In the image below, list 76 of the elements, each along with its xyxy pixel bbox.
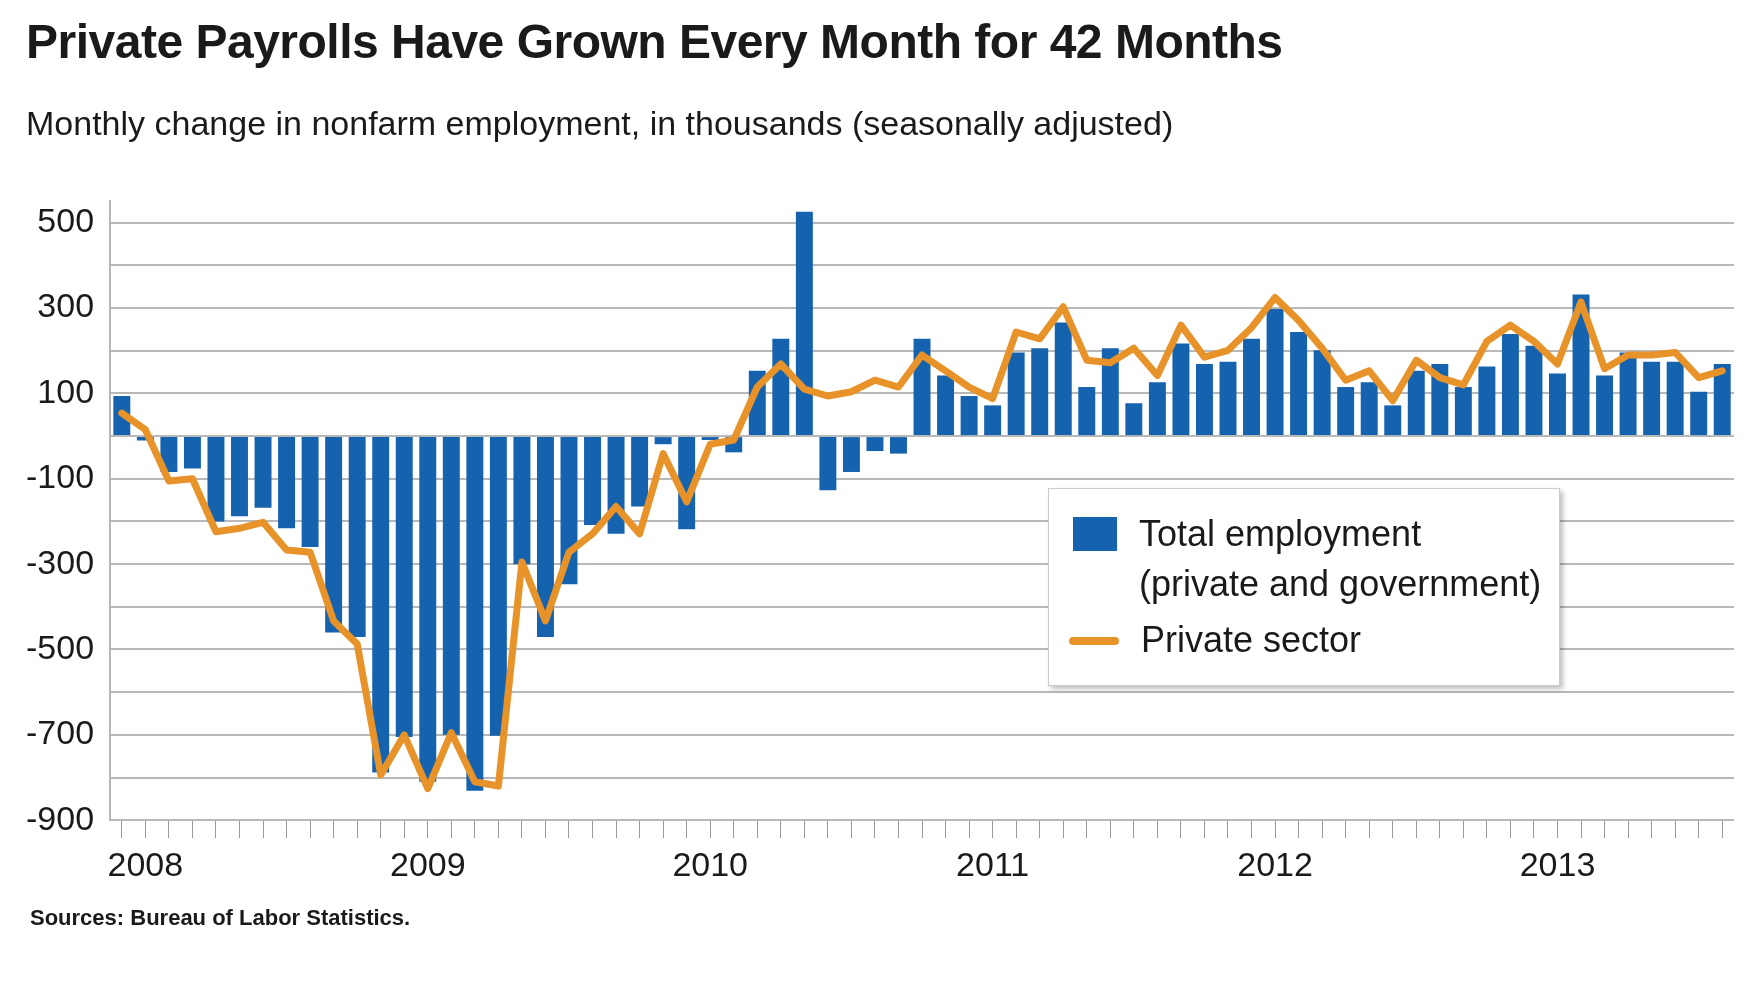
bar [1501, 334, 1519, 436]
bar [1125, 403, 1143, 436]
bar [1478, 366, 1496, 436]
bar [1007, 352, 1025, 436]
bar [795, 211, 813, 436]
bar [984, 405, 1002, 436]
bar [1078, 387, 1096, 436]
bar [1643, 361, 1661, 436]
y-tick-label: 100 [37, 371, 95, 410]
bar [348, 437, 366, 638]
bar [254, 437, 272, 508]
bar [1266, 308, 1284, 436]
bar [819, 437, 837, 491]
bar [1290, 331, 1308, 436]
y-tick-label: -300 [25, 542, 95, 581]
bar [1454, 387, 1472, 436]
x-tick-label: 2011 [956, 844, 1030, 883]
bar [1549, 373, 1566, 436]
bar [1407, 370, 1425, 436]
bar [183, 437, 201, 469]
bar [1525, 345, 1543, 436]
bar [301, 437, 319, 548]
bar [419, 437, 437, 782]
bar [842, 437, 860, 472]
bar [1148, 382, 1166, 436]
bar [1619, 352, 1637, 436]
x-tick-label: 2010 [672, 844, 749, 883]
bar [278, 437, 296, 529]
chart-subtitle: Monthly change in nonfarm employment, in thousands (seasonally adjusted) [26, 104, 1174, 143]
bar [1360, 382, 1378, 436]
bar [395, 437, 413, 737]
bar [1596, 375, 1614, 436]
bar [1337, 387, 1355, 436]
legend-label: Private sector [1141, 618, 1362, 662]
bar [1195, 364, 1213, 436]
y-tick-label: -900 [25, 798, 95, 837]
y-tick-label: 500 [37, 201, 95, 240]
bar [1101, 348, 1119, 436]
x-tick-label: 2009 [389, 844, 466, 883]
chart-title: Private Payrolls Have Grown Every Month for 42 Months [26, 14, 1283, 69]
bar [1713, 364, 1731, 436]
bar [1031, 348, 1049, 436]
legend-label: Total employment (private and government) [1139, 512, 1542, 606]
bar [466, 437, 484, 791]
bar [1054, 322, 1072, 436]
bar [513, 437, 531, 565]
x-tick-label: 2008 [107, 844, 184, 883]
y-tick-label: -700 [25, 713, 95, 752]
bar [442, 437, 460, 735]
bar [890, 437, 907, 454]
bar [489, 437, 507, 736]
bar [536, 437, 554, 638]
bar [937, 375, 955, 436]
y-tick-label: 300 [37, 286, 95, 325]
bar [960, 396, 978, 436]
bar [1219, 361, 1237, 436]
x-tick-label: 2013 [1519, 844, 1596, 883]
source-note: Sources: Bureau of Labor Statistics. [30, 905, 411, 931]
x-tick-label: 2012 [1237, 844, 1313, 883]
bar [866, 437, 884, 452]
y-tick-label: -500 [25, 627, 95, 666]
bar [654, 437, 672, 445]
bar [1243, 338, 1260, 436]
bar [1384, 405, 1402, 436]
bar [325, 437, 343, 633]
bar [1313, 350, 1331, 436]
bar [231, 437, 248, 517]
y-tick-label: -100 [25, 457, 95, 496]
bar [631, 437, 649, 507]
bar [1172, 343, 1190, 436]
bar [584, 437, 601, 525]
bar [701, 437, 719, 440]
bar [207, 437, 225, 522]
bar [372, 437, 390, 773]
bar [1690, 391, 1708, 436]
bar [1666, 361, 1684, 436]
